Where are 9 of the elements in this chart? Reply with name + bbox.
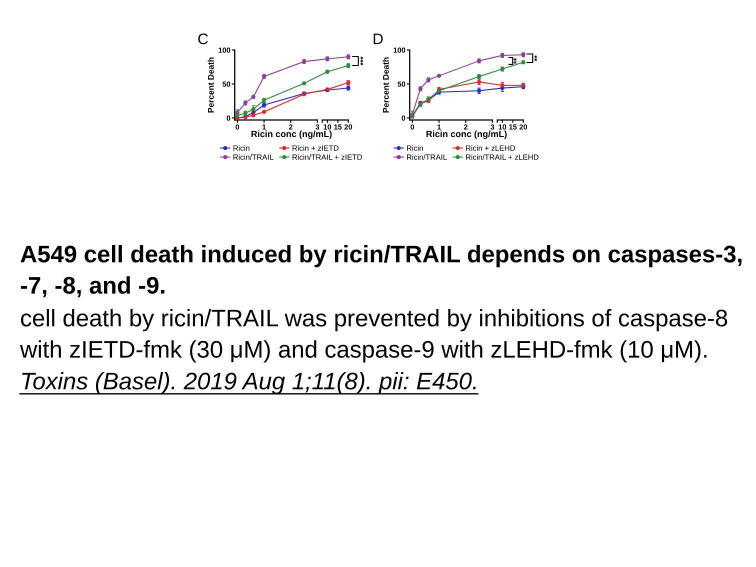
y-axis-title: Percent Death <box>382 57 389 112</box>
text: A549 cell death induced by ricin/TRAIL depends on caspases-3, -7, -8, and -9. <box>20 245 742 298</box>
text: Toxins (Basel). 2019 Aug 1;11(8). pii: E450. <box>22 372 476 394</box>
x-axis-title: Ricin conc (ng/mL) <box>426 130 507 139</box>
chart-title: C <box>198 33 208 44</box>
x-axis-title: Ricin conc (ng/mL) <box>251 130 332 139</box>
y-axis-title: Percent Death <box>208 57 214 112</box>
chart-title: D <box>374 34 383 44</box>
text: cell death by ricin/TRAIL was prevented by inhibitions of caspase-8 with zIETD-fmk (30 μM) and caspase-9 with zLEHD-fmk (10 μM). <box>20 309 728 363</box>
